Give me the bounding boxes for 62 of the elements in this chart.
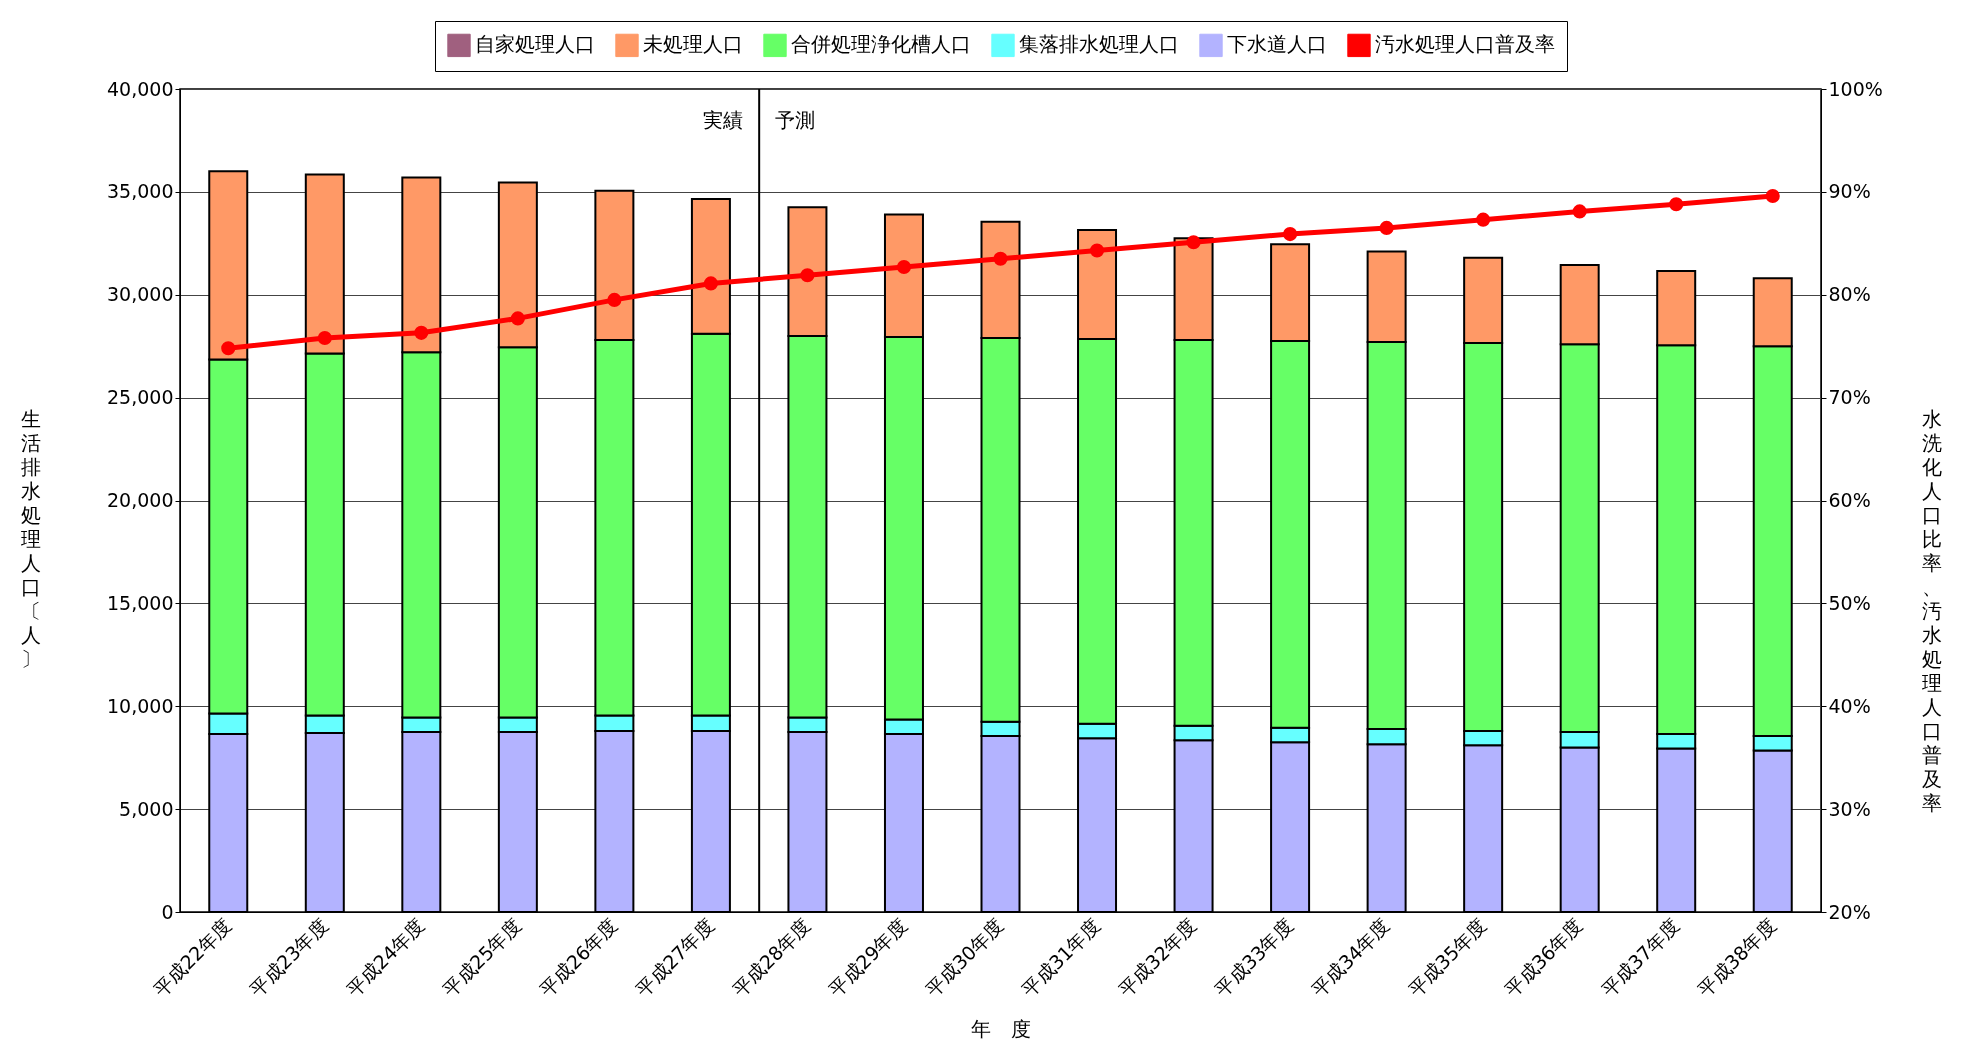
y-tick-label: 20,000 (107, 489, 174, 511)
x-tick-label: 平成24年度 (341, 914, 429, 1001)
y-tick-label: 35,000 (107, 180, 174, 203)
x-tick-label: 平成33年度 (1210, 914, 1298, 1001)
y-tick-label: 10,000 (107, 694, 174, 717)
x-tick-label: 平成32年度 (1114, 914, 1201, 1001)
y-tick-label: 25,000 (107, 386, 174, 409)
point (1186, 235, 1201, 250)
x-tick-label: 平成37年度 (1596, 914, 1684, 1001)
x-tick-label: 平成36年度 (1500, 914, 1587, 1001)
x-tick-label: 平成35年度 (1403, 914, 1491, 1001)
y2-tick-label: 80% (1828, 283, 1871, 306)
point (414, 325, 429, 340)
y2-tick-label: 30% (1828, 797, 1871, 820)
annotation: 予測 (775, 108, 816, 132)
point (1669, 197, 1684, 212)
x-tick-label: 平成34年度 (1307, 914, 1394, 1001)
point (1089, 243, 1105, 258)
legend-label: 下水道人口 (1227, 32, 1327, 57)
legend-label: 自家処理人口 (475, 32, 595, 57)
y2-tick-label: 60% (1828, 489, 1871, 511)
point (221, 341, 236, 356)
y-tick-label: 40,000 (107, 77, 174, 100)
point (993, 251, 1008, 266)
point (1572, 204, 1587, 219)
point (896, 259, 912, 275)
point (1283, 227, 1298, 242)
point (510, 311, 525, 326)
x-tick-label: 平成28年度 (728, 914, 815, 1001)
legend-label: 汚水処理人口普及率 (1375, 32, 1555, 57)
annotation: 実績 (703, 108, 744, 132)
point (317, 330, 332, 346)
point (1765, 188, 1780, 204)
x-tick-label: 平成23年度 (245, 914, 332, 1001)
x-axis-title: 年 度 (971, 1017, 1031, 1042)
point (703, 276, 718, 291)
y2-tick-label: 20% (1828, 900, 1871, 923)
point (1379, 220, 1394, 235)
x-tick-label: 平成29年度 (824, 914, 912, 1001)
x-tick-label: 平成25年度 (438, 914, 525, 1001)
y-tick-label: 15,000 (107, 591, 174, 614)
x-tick-label: 平成31年度 (1017, 914, 1105, 1001)
x-tick-label: 平成26年度 (535, 914, 622, 1001)
legend-label: 集落排水処理人口 (1019, 32, 1179, 57)
text: 水洗化人口比率、汚水処理人口普及率 (1921, 406, 1942, 815)
x-tick-label: 平成38年度 (1693, 914, 1780, 1001)
y-tick-label: 0 (161, 900, 174, 923)
y-tick-label: 5,000 (119, 797, 174, 820)
y2-tick-label: 90% (1828, 180, 1871, 203)
text: 生活排水処理人口〔人〕 (20, 406, 41, 671)
y2-tick-label: 50% (1828, 591, 1871, 614)
legend-label: 合併処理浄化槽人口 (791, 32, 971, 57)
legend-label: 未処理人口 (643, 32, 743, 57)
x-tick-label: 平成27年度 (631, 914, 718, 1001)
y2-tick-label: 40% (1828, 694, 1871, 717)
point (800, 268, 815, 283)
point (1476, 212, 1491, 227)
x-tick-label: 平成30年度 (921, 914, 1008, 1001)
y2-tick-label: 70% (1828, 386, 1871, 409)
y2-tick-label: 100% (1828, 77, 1883, 100)
point (607, 292, 622, 307)
y-tick-label: 30,000 (107, 283, 174, 306)
